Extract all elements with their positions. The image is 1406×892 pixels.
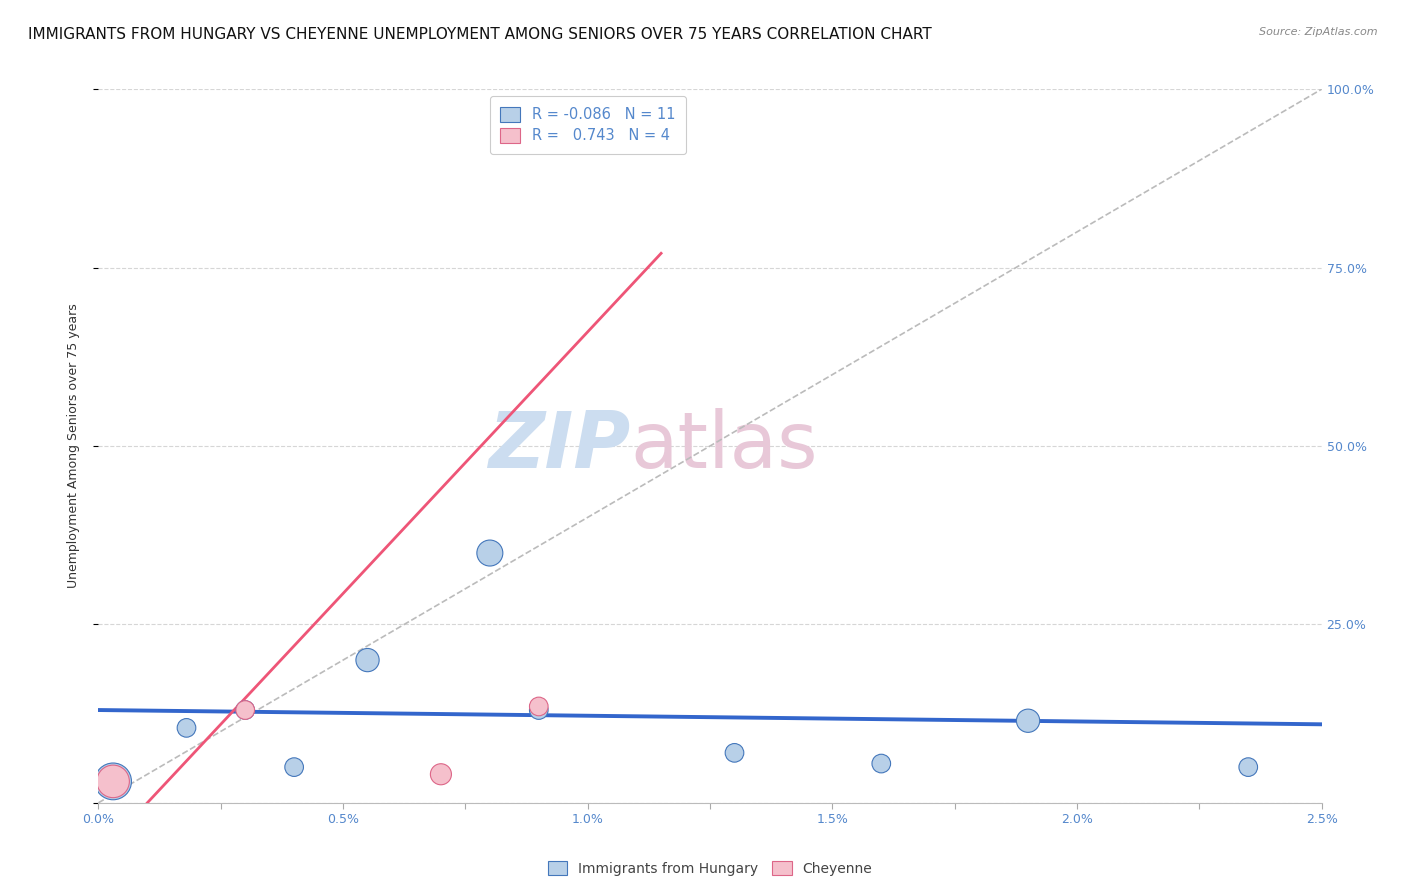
Legend: Immigrants from Hungary, Cheyenne: Immigrants from Hungary, Cheyenne [543,855,877,881]
Point [101,774,124,789]
Point [356,653,378,667]
Point [430,767,453,781]
Point [1237,760,1260,774]
Point [101,774,124,789]
Point [233,703,256,717]
Point [233,703,256,717]
Point [870,756,893,771]
Point [1017,714,1039,728]
Text: ZIP: ZIP [488,408,630,484]
Point [527,699,550,714]
Text: Source: ZipAtlas.com: Source: ZipAtlas.com [1260,27,1378,37]
Y-axis label: Unemployment Among Seniors over 75 years: Unemployment Among Seniors over 75 years [67,303,80,589]
Point [478,546,501,560]
Text: atlas: atlas [630,408,818,484]
Point [283,760,305,774]
Text: IMMIGRANTS FROM HUNGARY VS CHEYENNE UNEMPLOYMENT AMONG SENIORS OVER 75 YEARS COR: IMMIGRANTS FROM HUNGARY VS CHEYENNE UNEM… [28,27,932,42]
Point [527,703,550,717]
Point [176,721,198,735]
Point [723,746,745,760]
